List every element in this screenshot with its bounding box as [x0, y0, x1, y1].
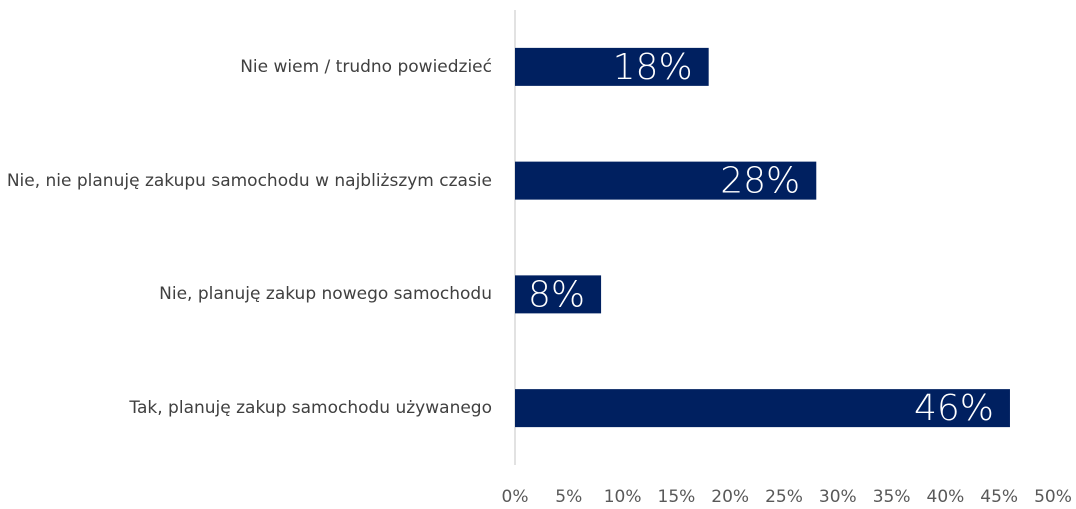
value-label: 18%: [613, 47, 693, 88]
x-tick-label: 15%: [658, 487, 696, 507]
bar: [515, 161, 817, 200]
bar: [515, 47, 709, 86]
x-tick-label: 5%: [555, 487, 582, 507]
x-tick-label: 45%: [980, 487, 1018, 507]
value-label: 46%: [914, 388, 994, 429]
value-label: 28%: [720, 161, 800, 202]
x-tick-label: 35%: [873, 487, 911, 507]
value-label: 8%: [528, 274, 585, 315]
x-tick-label: 25%: [765, 487, 803, 507]
x-tick-label: 40%: [927, 487, 965, 507]
x-tick-label: 10%: [604, 487, 642, 507]
bar: [515, 275, 602, 314]
x-tick-label: 50%: [1034, 487, 1072, 507]
y-tick-label: Nie wiem / trudno powiedzieć: [240, 56, 492, 77]
y-tick-label: Nie, planuję zakup nowego samochodu: [159, 284, 492, 305]
y-tick-label: Nie, nie planuję zakupu samochodu w najb…: [6, 170, 492, 191]
x-tick-label: 20%: [711, 487, 749, 507]
x-tick-label: 0%: [502, 487, 529, 507]
y-tick-label: Tak, planuję zakup samochodu używanego: [129, 398, 492, 419]
bar: [515, 389, 1010, 428]
x-tick-label: 30%: [819, 487, 857, 507]
